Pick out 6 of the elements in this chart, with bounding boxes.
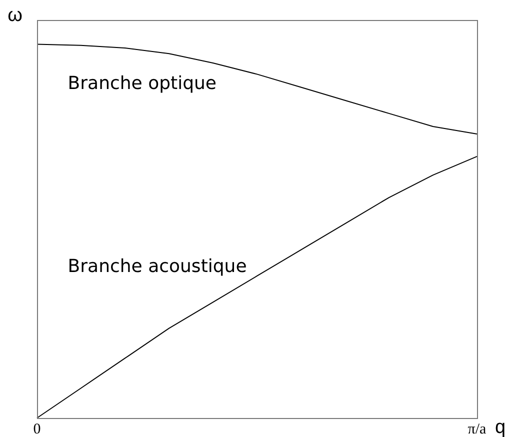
x-tick-label: 0 [33, 421, 41, 437]
series-label: Branche acoustique [68, 256, 247, 278]
x-tick-label: π/a [468, 421, 487, 437]
x-axis-title: q [495, 417, 506, 437]
series-label: Branche optique [68, 72, 217, 94]
y-axis-title: ω [8, 5, 23, 26]
